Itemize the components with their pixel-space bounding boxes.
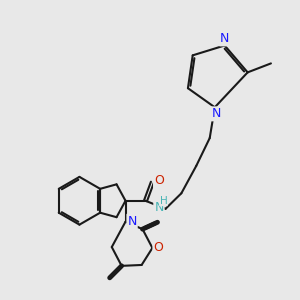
Text: O: O: [153, 241, 163, 254]
Text: H: H: [160, 196, 167, 206]
Text: O: O: [154, 174, 164, 187]
Text: N: N: [220, 32, 229, 45]
Text: N: N: [128, 214, 137, 228]
Text: N: N: [154, 201, 164, 214]
Text: N: N: [212, 107, 221, 120]
